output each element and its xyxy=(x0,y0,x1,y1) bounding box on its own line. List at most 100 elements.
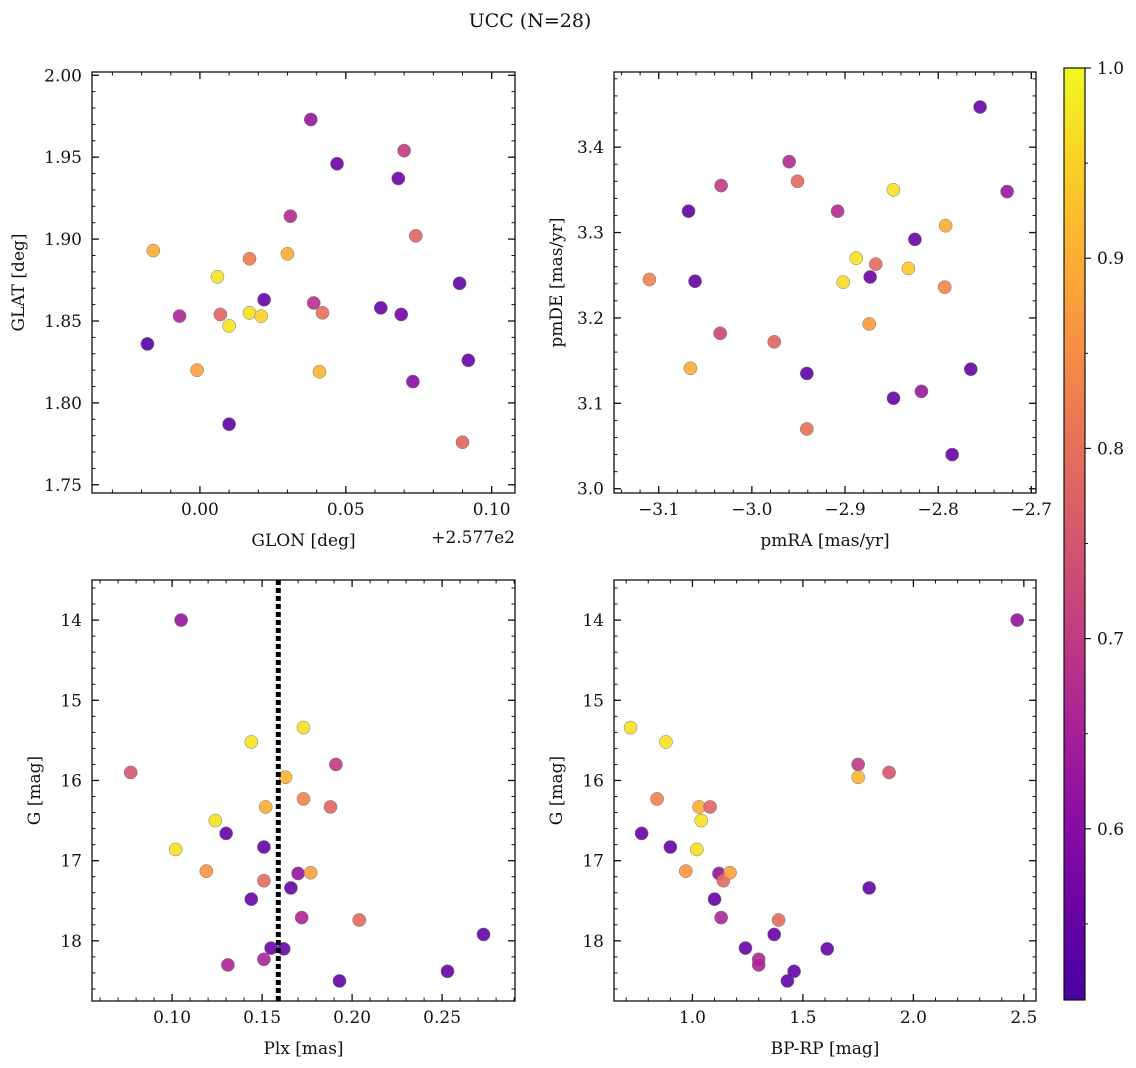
data-point xyxy=(219,826,233,841)
data-point xyxy=(642,272,657,287)
scatter-panel-4: 1.0 1.5 2.0 2.5 14 15 16 17 18 BP-RP [mag] G [mag] xyxy=(547,579,1037,1059)
plot-area xyxy=(613,71,1037,494)
data-point xyxy=(476,927,491,942)
data-point xyxy=(688,274,702,289)
data-point xyxy=(408,228,423,243)
data-point xyxy=(945,447,960,462)
y-tick-label: 3.2 xyxy=(577,309,604,329)
y-axis-label: pmDE [mas/yr] xyxy=(547,217,567,347)
data-point xyxy=(303,112,318,127)
data-point xyxy=(264,941,278,955)
data-point xyxy=(714,910,729,925)
data-point xyxy=(199,864,214,878)
data-point xyxy=(123,765,138,780)
colorbar-tick-label: 1.0 xyxy=(1097,59,1124,79)
x-tick-label: 0.05 xyxy=(327,500,365,520)
scatter-panel-2: −3.1 −3.0 −2.9 −2.8 −2.7 3.0 3.1 3.2 3.3 3.4 pmRA … xyxy=(547,71,1052,551)
data-point xyxy=(703,800,717,814)
x-tick-label: −2.9 xyxy=(824,500,865,520)
data-point xyxy=(650,792,664,806)
data-point xyxy=(140,337,155,351)
data-point xyxy=(723,865,737,880)
data-point xyxy=(663,840,678,854)
data-point xyxy=(973,100,987,114)
data-point xyxy=(738,941,753,955)
data-point xyxy=(373,301,388,315)
data-point xyxy=(210,269,225,284)
colorbar-tick-label: 0.6 xyxy=(1097,820,1124,840)
x-tick-label: −3.1 xyxy=(638,500,679,520)
colorbar-tick-label: 0.9 xyxy=(1097,249,1124,269)
y-tick-label: 14 xyxy=(582,611,604,631)
y-tick-label: 1.90 xyxy=(44,230,82,250)
data-point xyxy=(851,770,865,785)
data-point xyxy=(849,251,864,266)
data-point xyxy=(678,864,693,878)
data-point xyxy=(886,391,901,406)
data-point xyxy=(452,276,467,291)
data-point xyxy=(332,974,347,988)
y-tick-label: 3.3 xyxy=(577,224,604,244)
data-point xyxy=(254,309,269,323)
data-point xyxy=(296,720,311,735)
data-point xyxy=(799,366,814,381)
data-point xyxy=(455,435,470,450)
x-tick-label: 1.0 xyxy=(679,1008,706,1028)
y-tick-label: 3.1 xyxy=(577,394,604,414)
colorbar-gradient xyxy=(1063,67,1086,1001)
y-tick-label: 1.75 xyxy=(44,476,82,496)
data-point xyxy=(882,765,896,780)
data-point xyxy=(830,204,845,219)
data-point xyxy=(771,913,786,927)
data-point xyxy=(681,204,696,219)
y-tick-label: 1.95 xyxy=(44,148,82,168)
data-point xyxy=(397,143,411,158)
colorbar-tick-label: 0.8 xyxy=(1097,439,1124,459)
data-point xyxy=(694,813,709,828)
data-point xyxy=(329,757,343,772)
y-tick-label: 1.80 xyxy=(44,394,82,414)
data-point xyxy=(174,613,188,627)
y-tick-label: 15 xyxy=(582,691,604,711)
data-point xyxy=(963,362,978,377)
data-point xyxy=(294,910,309,925)
data-point xyxy=(836,275,851,289)
y-tick-label: 17 xyxy=(60,852,82,872)
data-point xyxy=(707,892,722,907)
data-point xyxy=(886,182,901,197)
data-point xyxy=(914,384,929,399)
colorbar-tick-label: 0.7 xyxy=(1097,630,1124,650)
data-point xyxy=(315,305,330,320)
data-point xyxy=(257,840,271,854)
plot-area xyxy=(91,71,516,494)
data-point xyxy=(296,792,311,806)
scatter-panel-3: 0.10 0.15 0.20 0.25 14 15 16 17 18 Plx [mas] G [ma… xyxy=(25,579,516,1059)
x-tick-label: 0.10 xyxy=(473,500,511,520)
figure-title: UCC (N=28) xyxy=(469,10,592,32)
data-point xyxy=(634,826,649,841)
data-point xyxy=(312,364,327,379)
y-tick-label: 1.85 xyxy=(44,312,82,332)
data-point xyxy=(257,292,271,307)
y-tick-label: 3.0 xyxy=(577,480,604,500)
data-point xyxy=(683,361,698,376)
data-point xyxy=(280,246,295,261)
data-point xyxy=(168,842,183,857)
y-axis-label: GLAT [deg] xyxy=(9,233,29,331)
data-point xyxy=(623,720,638,735)
data-point xyxy=(780,974,795,988)
y-tick-label: 17 xyxy=(582,852,604,872)
data-point xyxy=(291,866,305,881)
points-layer xyxy=(642,100,1014,462)
data-point xyxy=(190,363,204,377)
data-point xyxy=(330,156,344,171)
colorbar: 0.6 0.7 0.8 0.9 1.0 xyxy=(1063,59,1124,1001)
data-point xyxy=(714,178,728,193)
data-point xyxy=(406,374,420,389)
data-point xyxy=(799,422,814,436)
x-tick-label: −2.8 xyxy=(918,500,959,520)
data-point xyxy=(257,952,271,967)
data-point xyxy=(278,770,293,785)
data-point xyxy=(283,209,298,224)
plot-area xyxy=(91,579,516,1002)
